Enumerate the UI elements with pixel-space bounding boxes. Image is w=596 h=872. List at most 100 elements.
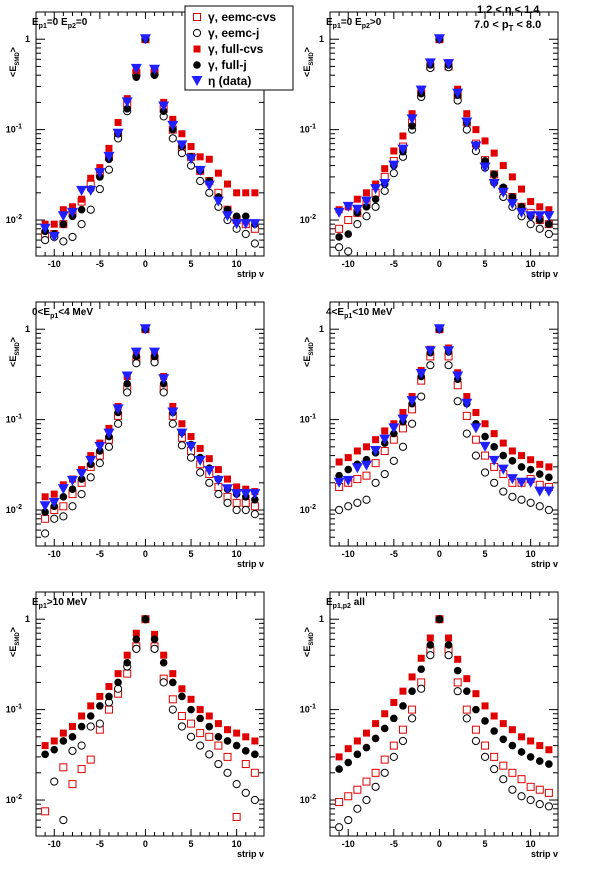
- data-point: [526, 498, 535, 507]
- y-tick-label: 10-1: [300, 124, 316, 135]
- data-point: [50, 514, 59, 523]
- data-point: [461, 398, 473, 409]
- y-axis-label: <ESMD>: [302, 47, 315, 77]
- data-point: [371, 202, 380, 211]
- data-point: [463, 110, 471, 118]
- data-point: [41, 508, 49, 516]
- data-point: [223, 737, 232, 745]
- data-point: [379, 434, 391, 445]
- data-point: [508, 768, 517, 777]
- data-point: [96, 164, 104, 172]
- data-point: [87, 174, 95, 182]
- data-point: [371, 734, 380, 743]
- data-point: [77, 765, 86, 774]
- data-point: [397, 414, 409, 425]
- series--eemc-j: [41, 325, 259, 538]
- y-tick-label: 1: [25, 614, 30, 624]
- data-point: [490, 478, 499, 487]
- cut-pt-label: 7.0 < pT < 8.0: [474, 19, 541, 33]
- data-point: [113, 419, 123, 428]
- data-point: [187, 695, 195, 703]
- data-point: [123, 658, 131, 667]
- data-point: [462, 705, 471, 714]
- data-point: [344, 230, 353, 238]
- data-point: [39, 223, 51, 234]
- data-point: [353, 475, 362, 484]
- data-point: [59, 493, 68, 501]
- data-point: [231, 489, 243, 500]
- data-point: [481, 717, 489, 725]
- data-point: [344, 502, 353, 511]
- data-point: [185, 441, 197, 452]
- data-point: [398, 725, 407, 734]
- data-point: [176, 140, 188, 151]
- series--full-cvs: [41, 325, 259, 501]
- data-point: [132, 629, 140, 637]
- data-point: [353, 804, 362, 813]
- data-point: [78, 195, 86, 203]
- data-point: [149, 64, 161, 75]
- data-point: [527, 456, 535, 464]
- data-point: [453, 678, 462, 687]
- series--data-: [39, 34, 261, 242]
- data-point: [194, 455, 206, 466]
- data-point: [105, 144, 113, 152]
- y-tick-label: 10-1: [6, 414, 22, 425]
- data-point: [76, 185, 88, 196]
- legend: γ, eemc-cvs γ, eemc-j γ, full-cvs γ, full-j…: [184, 5, 294, 91]
- data-point: [57, 484, 69, 495]
- data-point: [242, 733, 250, 741]
- data-point: [123, 388, 132, 397]
- data-point: [362, 743, 371, 752]
- y-axis-label: <ESMD>: [302, 337, 315, 367]
- data-point: [372, 180, 380, 188]
- data-point: [490, 149, 498, 157]
- data-point: [333, 207, 345, 218]
- data-point: [187, 433, 195, 441]
- data-point: [335, 823, 344, 832]
- data-point: [471, 725, 480, 734]
- data-point: [381, 427, 389, 435]
- data-point: [240, 219, 252, 230]
- data-point: [444, 651, 453, 660]
- data-point: [167, 407, 179, 418]
- data-point: [426, 641, 435, 649]
- data-point: [66, 475, 78, 486]
- panel-4: 4<Ep1<10 MeV <ESMD> strip v -10 -5 0 5 10 10-2 10…: [300, 301, 559, 569]
- data-point: [104, 442, 114, 451]
- data-point: [445, 634, 453, 642]
- data-point: [526, 782, 535, 791]
- data-point: [344, 745, 352, 753]
- data-point: [87, 452, 95, 460]
- data-point: [132, 359, 141, 368]
- data-point: [381, 710, 389, 718]
- panel-title: Ep1,p2 all: [326, 597, 365, 610]
- data-point: [68, 723, 76, 731]
- x-tick-label: -10: [342, 839, 355, 849]
- plot-frame: [329, 301, 559, 547]
- data-point: [517, 748, 526, 756]
- data-point: [41, 493, 49, 501]
- x-tick-label: -5: [390, 259, 398, 269]
- legend-marker: [193, 45, 201, 53]
- data-point: [335, 243, 344, 252]
- data-point: [223, 498, 232, 507]
- data-point: [232, 812, 241, 821]
- data-point: [344, 216, 353, 225]
- data-point: [114, 670, 122, 678]
- data-point: [242, 189, 250, 197]
- data-point: [499, 451, 508, 460]
- y-axis-label: <ESMD>: [8, 337, 21, 367]
- data-point: [196, 729, 205, 738]
- data-point: [214, 466, 222, 474]
- data-point: [159, 658, 168, 667]
- data-point: [104, 165, 114, 174]
- data-point: [490, 764, 499, 774]
- data-point: [370, 184, 382, 195]
- series--full-j: [41, 615, 259, 759]
- data-point: [86, 722, 95, 731]
- data-point: [169, 670, 177, 678]
- data-point: [232, 212, 241, 221]
- data-point: [527, 737, 535, 745]
- data-point: [59, 237, 68, 246]
